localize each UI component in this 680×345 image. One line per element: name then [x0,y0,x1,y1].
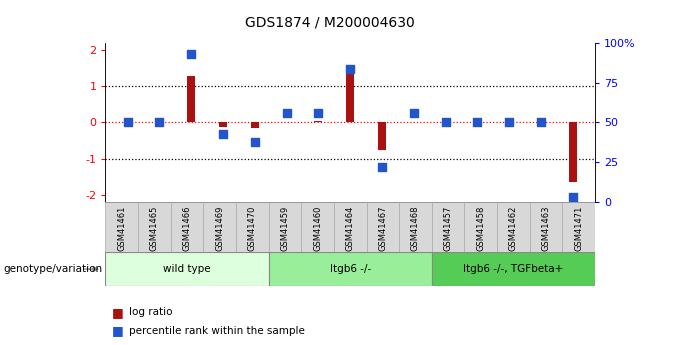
Text: ■: ■ [112,306,124,319]
Text: GSM41457: GSM41457 [443,206,453,251]
Point [250,139,260,144]
Text: Itgb6 -/-, TGFbeta+: Itgb6 -/-, TGFbeta+ [463,264,564,274]
Text: GSM41463: GSM41463 [541,206,551,251]
Bar [251,122,259,128]
Bar [219,122,227,127]
Bar [530,202,562,252]
Point [536,120,547,125]
Point [154,120,165,125]
Text: GSM41468: GSM41468 [411,206,420,251]
Text: GSM41471: GSM41471 [574,206,583,251]
Text: GSM41467: GSM41467 [378,206,388,251]
Bar [269,252,432,286]
Bar [301,202,334,252]
Bar [105,252,269,286]
Text: GSM41470: GSM41470 [248,206,257,251]
Text: GSM41462: GSM41462 [509,206,518,251]
Text: GSM41461: GSM41461 [117,206,126,251]
Text: GDS1874 / M200004630: GDS1874 / M200004630 [245,15,415,29]
Text: GSM41465: GSM41465 [150,206,159,251]
Bar [269,202,301,252]
Text: percentile rank within the sample: percentile rank within the sample [129,326,305,335]
Point [345,66,356,71]
Bar [464,202,497,252]
Bar [378,122,386,149]
Text: GSM41466: GSM41466 [182,206,192,251]
Point [218,131,228,136]
Bar [367,202,399,252]
Text: log ratio: log ratio [129,307,173,317]
Bar [346,67,354,122]
Point [440,120,451,125]
Point [186,51,197,57]
Point [281,110,292,116]
Bar [432,202,464,252]
Bar [568,122,577,182]
Text: GSM41464: GSM41464 [345,206,355,251]
Point [313,110,324,116]
Text: GSM41460: GSM41460 [313,206,322,251]
Bar [203,202,236,252]
Bar [138,202,171,252]
Text: wild type: wild type [163,264,211,274]
Bar [399,202,432,252]
Text: ■: ■ [112,324,124,337]
Point [409,110,420,116]
Bar [236,202,269,252]
Bar [334,202,367,252]
Point [504,120,515,125]
Bar [432,252,595,286]
Bar [187,76,195,122]
Bar [171,202,203,252]
Point [472,120,483,125]
Point [377,164,388,170]
Text: GSM41459: GSM41459 [280,206,290,251]
Point [567,194,578,200]
Bar [314,121,322,122]
Bar [497,202,530,252]
Point [122,120,133,125]
Bar [562,202,595,252]
Text: genotype/variation: genotype/variation [3,264,103,274]
Text: GSM41458: GSM41458 [476,206,486,251]
Bar [105,202,138,252]
Text: Itgb6 -/-: Itgb6 -/- [330,264,371,274]
Text: GSM41469: GSM41469 [215,206,224,251]
